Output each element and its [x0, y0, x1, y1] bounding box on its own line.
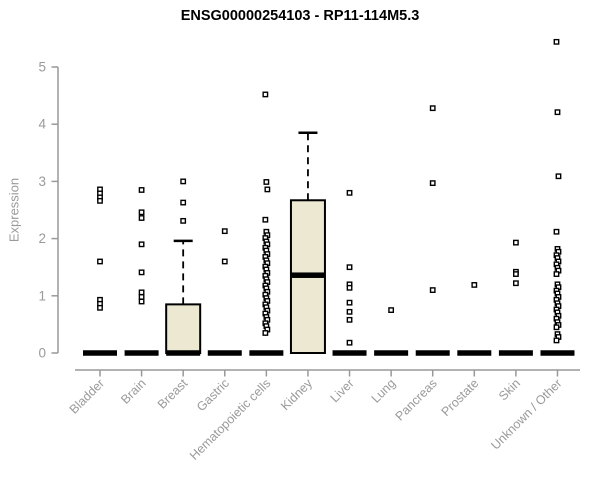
x-category-label: Hematopoietic cells: [187, 376, 274, 463]
x-category-label: Breast: [155, 376, 191, 412]
data-point: [138, 241, 145, 248]
median-line: [332, 350, 367, 356]
x-category-label: Kidney: [278, 376, 315, 413]
data-point: [346, 284, 353, 291]
median-line: [457, 350, 492, 356]
data-point: [138, 294, 145, 300]
data-point: [553, 337, 560, 344]
data-point: [429, 105, 436, 112]
chart-title: ENSG00000254103 - RP11-114M5.3: [180, 8, 420, 24]
data-point: [346, 308, 353, 315]
data-point: [346, 299, 353, 306]
median-line: [124, 350, 159, 356]
data-point: [138, 187, 145, 193]
data-point: [138, 209, 145, 216]
y-tick-label: 3: [38, 174, 46, 189]
x-category-label: Liver: [328, 376, 357, 405]
y-tick-label: 5: [38, 60, 46, 75]
data-point: [138, 215, 145, 221]
y-tick-label: 1: [38, 288, 46, 303]
data-point: [263, 179, 270, 185]
median-line: [290, 272, 325, 278]
data-point: [180, 178, 187, 185]
x-category-label: Prostate: [439, 376, 482, 419]
x-category-label: Lung: [369, 376, 399, 406]
data-point: [553, 271, 560, 277]
data-point: [346, 264, 353, 271]
data-point: [262, 216, 269, 223]
data-point: [429, 287, 436, 293]
data-point: [554, 109, 561, 116]
data-point: [553, 228, 560, 235]
data-point: [180, 217, 187, 224]
data-point: [97, 197, 103, 204]
data-point: [221, 228, 228, 235]
median-line: [166, 350, 201, 356]
x-category-label: Bladder: [67, 376, 107, 416]
x-category-label: Pancreas: [393, 376, 440, 423]
median-line: [415, 350, 450, 356]
data-point: [553, 324, 560, 331]
median-line: [249, 350, 284, 356]
x-category-label: Gastric: [194, 376, 232, 414]
data-point: [346, 339, 353, 346]
x-category-label: Skin: [496, 376, 523, 403]
data-point: [429, 180, 436, 187]
data-point: [553, 38, 560, 45]
y-tick-label: 2: [38, 231, 46, 246]
data-point: [262, 330, 269, 336]
x-category-label: Unknown / Other: [488, 376, 564, 452]
y-tick-label: 0: [38, 346, 46, 361]
median-line: [540, 350, 575, 356]
data-point: [513, 271, 519, 277]
data-point: [138, 298, 145, 305]
data-point: [97, 258, 103, 265]
data-point: [138, 269, 145, 276]
data-point: [97, 304, 103, 311]
data-point: [264, 186, 271, 193]
x-category-label: Brain: [118, 376, 149, 407]
data-point: [388, 307, 395, 313]
data-point: [138, 289, 145, 296]
median-line: [374, 350, 409, 356]
median-line: [498, 350, 533, 356]
data-point: [262, 91, 269, 98]
data-point: [513, 280, 519, 287]
data-point: [555, 173, 562, 180]
data-point: [221, 258, 228, 265]
data-point: [513, 239, 519, 246]
data-point: [180, 199, 187, 206]
median-line: [207, 350, 242, 356]
median-line: [83, 350, 117, 356]
data-point: [346, 189, 353, 196]
box-rect: [165, 303, 202, 355]
y-tick-label: 4: [38, 117, 46, 132]
data-point: [346, 316, 353, 323]
data-point: [471, 282, 478, 288]
